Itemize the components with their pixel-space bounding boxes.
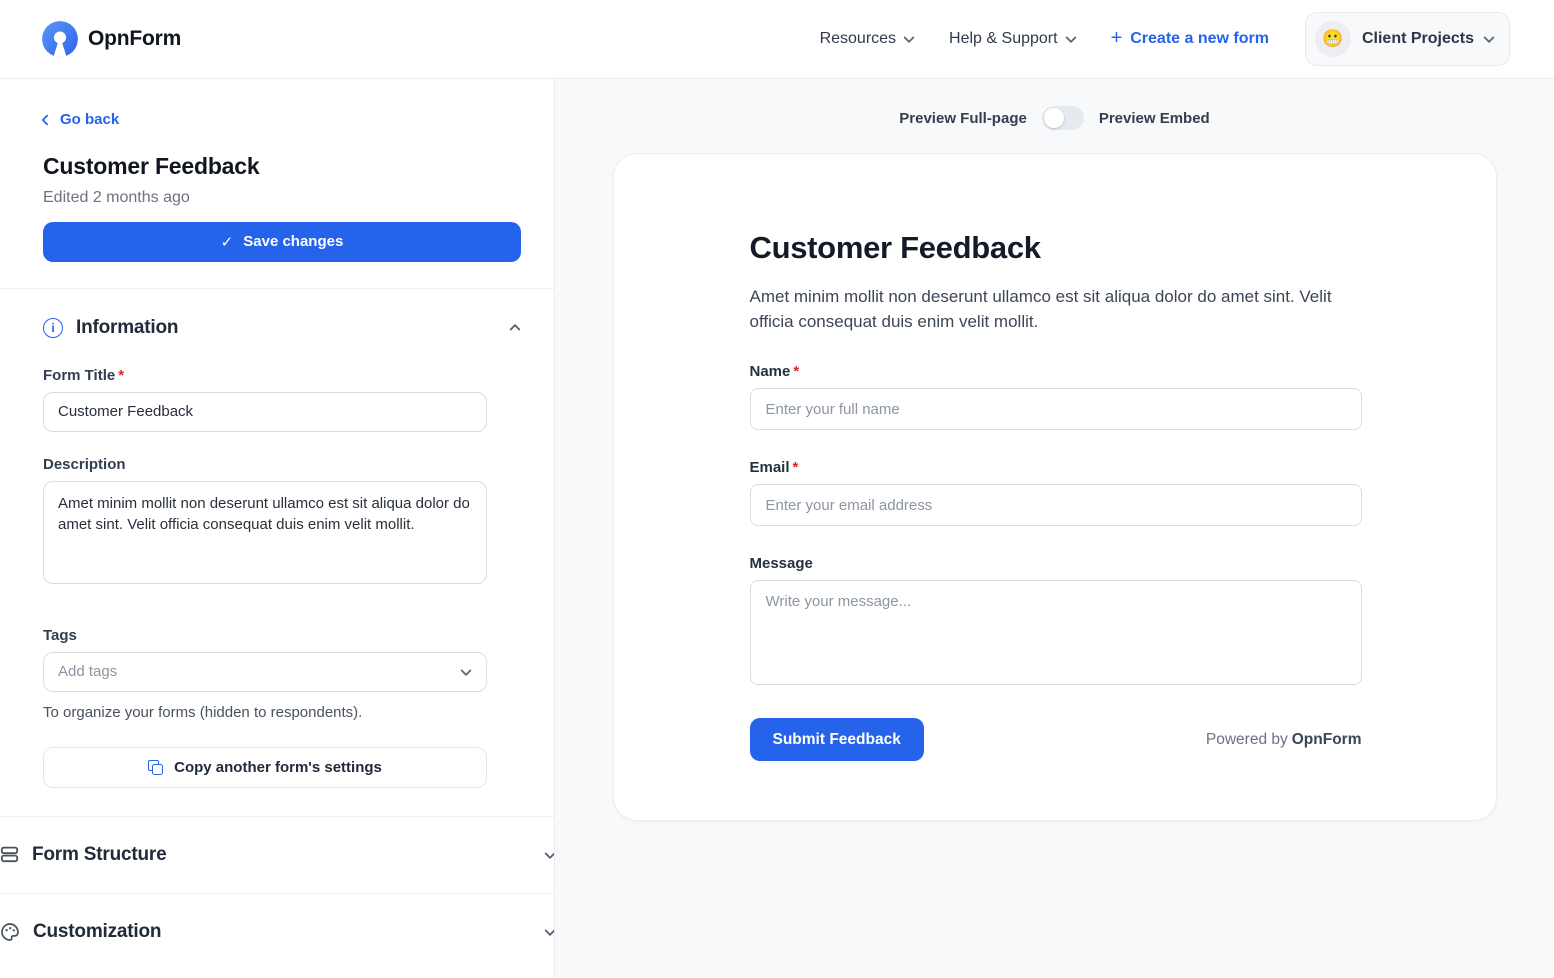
- message-field: Message: [749, 555, 1362, 690]
- form-structure-header[interactable]: Form Structure: [0, 844, 554, 866]
- copy-form-settings-label: Copy another form's settings: [174, 758, 382, 776]
- email-label: Email *: [749, 459, 799, 477]
- save-changes-label: Save changes: [243, 233, 344, 250]
- preview-pane: Preview Full-page Preview Embed Customer…: [555, 79, 1554, 978]
- chevron-down-icon: [1483, 31, 1495, 44]
- divider: [0, 892, 554, 894]
- description-textarea[interactable]: Amet minim mollit non deserunt ullamco e…: [43, 480, 487, 584]
- copy-form-settings-button[interactable]: Copy another form's settings: [43, 746, 487, 788]
- copy-icon: [148, 759, 164, 775]
- powered-by-brand: OpnForm: [1291, 730, 1362, 748]
- palette-icon: [0, 922, 20, 942]
- powered-by-badge: Powered by OpnForm: [1206, 731, 1362, 749]
- chevron-down-icon: [544, 924, 554, 936]
- nav-resources-label: Resources: [819, 30, 897, 47]
- divider: [0, 815, 554, 817]
- message-label: Message: [749, 555, 813, 573]
- editor-sidebar: Go back Customer Feedback Edited 2 month…: [0, 79, 555, 978]
- preview-embed-label: Preview Embed: [1098, 109, 1210, 127]
- customization-header[interactable]: Customization: [0, 921, 554, 943]
- tags-select[interactable]: Add tags: [43, 651, 487, 692]
- workspace-switcher[interactable]: 😬 Client Projects: [1304, 12, 1510, 66]
- required-asterisk: *: [118, 366, 125, 384]
- last-edited-text: Edited 2 months ago: [43, 188, 190, 206]
- rows-icon: [0, 845, 19, 864]
- go-back-label: Go back: [60, 111, 120, 128]
- description-label: Description: [43, 455, 126, 473]
- tags-placeholder: Add tags: [58, 663, 118, 680]
- preview-mode-toggle[interactable]: [1041, 106, 1084, 130]
- name-input[interactable]: [749, 388, 1362, 431]
- required-asterisk: *: [792, 459, 799, 477]
- customization-title: Customization: [33, 920, 162, 942]
- info-icon: i: [43, 317, 63, 338]
- save-changes-button[interactable]: ✓ Save changes: [43, 221, 521, 262]
- nav-resources[interactable]: Resources: [819, 30, 915, 48]
- tags-help-text: To organize your forms (hidden to respon…: [43, 703, 363, 721]
- chevron-down-icon: [903, 31, 915, 44]
- information-title: Information: [76, 316, 179, 338]
- preview-mode-toggle-row: Preview Full-page Preview Embed: [555, 106, 1554, 130]
- opnform-logo-icon: [42, 21, 78, 57]
- form-structure-title: Form Structure: [32, 843, 167, 865]
- workspace-emoji-icon: 😬: [1322, 29, 1344, 48]
- brand[interactable]: OpnForm: [42, 21, 181, 57]
- message-textarea[interactable]: [749, 580, 1362, 686]
- nav-help-label: Help & Support: [949, 30, 1058, 47]
- email-input[interactable]: [749, 484, 1362, 527]
- brand-name: OpnForm: [88, 27, 182, 50]
- chevron-up-icon: [509, 323, 521, 335]
- customization-section: Customization: [0, 894, 554, 970]
- plus-icon: +: [1110, 27, 1123, 49]
- sidebar-form-title: Customer Feedback: [43, 152, 260, 179]
- chevron-down-icon: [460, 664, 472, 676]
- tags-label: Tags: [43, 626, 77, 644]
- form-structure-section: Form Structure: [0, 817, 554, 893]
- form-title-label: Form Title *: [43, 366, 125, 384]
- create-new-form-button[interactable]: + Create a new form: [1110, 27, 1269, 49]
- required-asterisk: *: [793, 363, 800, 381]
- preview-fullpage-label: Preview Full-page: [899, 109, 1027, 127]
- check-icon: ✓: [220, 233, 234, 251]
- powered-by-text: Powered by: [1205, 730, 1288, 748]
- go-back-link[interactable]: Go back: [41, 111, 120, 128]
- email-field: Email *: [749, 459, 1362, 527]
- preview-form-description: Amet minim mollit non deserunt ullamco e…: [749, 287, 1332, 332]
- nav-help-support[interactable]: Help & Support: [949, 30, 1077, 48]
- app-header: OpnForm Resources Help & Support + Creat…: [0, 0, 1554, 79]
- divider: [0, 287, 554, 289]
- information-section-header[interactable]: i Information: [43, 316, 521, 339]
- toggle-knob: [1043, 108, 1064, 128]
- workspace-avatar: 😬: [1314, 21, 1351, 57]
- chevron-down-icon: [1064, 31, 1077, 44]
- header-nav: Resources Help & Support + Create a new …: [820, 12, 1510, 66]
- name-label: Name *: [749, 363, 800, 381]
- form-preview-card: Customer Feedback Amet minim mollit non …: [612, 153, 1497, 821]
- preview-form-title: Customer Feedback: [749, 230, 1042, 265]
- create-new-form-label: Create a new form: [1130, 30, 1269, 47]
- form-title-input[interactable]: [43, 391, 487, 432]
- information-section: i Information Form Title* Description Am…: [0, 289, 554, 816]
- workspace-name: Client Projects: [1361, 30, 1474, 47]
- name-field: Name *: [749, 363, 1362, 431]
- submit-feedback-button[interactable]: Submit Feedback: [749, 718, 924, 762]
- chevron-down-icon: [544, 847, 554, 859]
- chevron-left-icon: [41, 113, 53, 126]
